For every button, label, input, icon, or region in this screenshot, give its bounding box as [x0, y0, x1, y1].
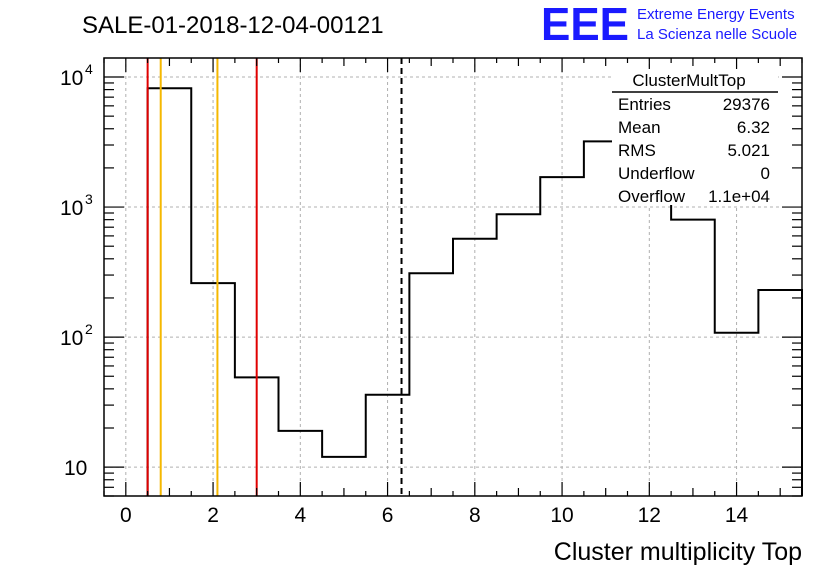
eee-logo-line2: La Scienza nelle Scuole: [637, 26, 797, 43]
y-tick-label: 10: [60, 197, 83, 220]
y-tick-label: 10: [64, 457, 87, 480]
chart-title: SALE-01-2018-12-04-00121: [82, 12, 384, 39]
x-tick-label: 6: [382, 504, 394, 527]
stats-row-value: 1.1e+04: [708, 187, 770, 206]
stats-row-label: Overflow: [618, 187, 686, 206]
eee-logo-text: EEE: [541, 0, 629, 50]
y-tick-label-exponent: 3: [85, 191, 93, 207]
x-tick-label: 12: [638, 504, 661, 527]
x-tick-labels: 0 2 4 6 8 10 12 14: [120, 504, 749, 527]
x-tick-label: 14: [725, 504, 749, 527]
eee-logo-line1: Extreme Energy Events: [637, 6, 795, 23]
stats-row-value: 5.021: [727, 141, 770, 160]
histogram-series: [146, 87, 803, 496]
y-tick-label-exponent: 4: [85, 61, 93, 77]
y-tick-label-exponent: 2: [85, 321, 93, 337]
stats-box-title: ClusterMultTop: [632, 71, 745, 90]
stats-row-value: 6.32: [737, 118, 770, 137]
stats-row-value: 29376: [723, 95, 770, 114]
x-tick-label: 4: [294, 504, 306, 527]
stats-row-value: 0: [761, 164, 770, 183]
stats-row-label: Underflow: [618, 164, 695, 183]
stats-box: ClusterMultTop Entries 29376 Mean 6.32 RMS 5.…: [612, 69, 778, 206]
y-tick-label: 10: [60, 327, 83, 350]
stats-row-label: RMS: [618, 141, 656, 160]
y-tick-label: 10: [60, 67, 83, 90]
x-tick-label: 10: [550, 504, 573, 527]
stats-row-label: Mean: [618, 118, 661, 137]
x-tick-label: 8: [469, 504, 481, 527]
marker-lines: [146, 58, 403, 496]
x-tick-label: 2: [207, 504, 219, 527]
eee-logo: EEE Extreme Energy Events La Scienza nel…: [541, 0, 797, 50]
x-axis-label: Cluster multiplicity Top: [554, 538, 802, 566]
x-tick-label: 0: [120, 504, 132, 527]
axis-ticks: [103, 58, 803, 497]
stats-row-label: Entries: [618, 95, 671, 114]
stats-box-rows: Entries 29376 Mean 6.32 RMS 5.021 Underflow 0 Ov…: [618, 95, 770, 206]
